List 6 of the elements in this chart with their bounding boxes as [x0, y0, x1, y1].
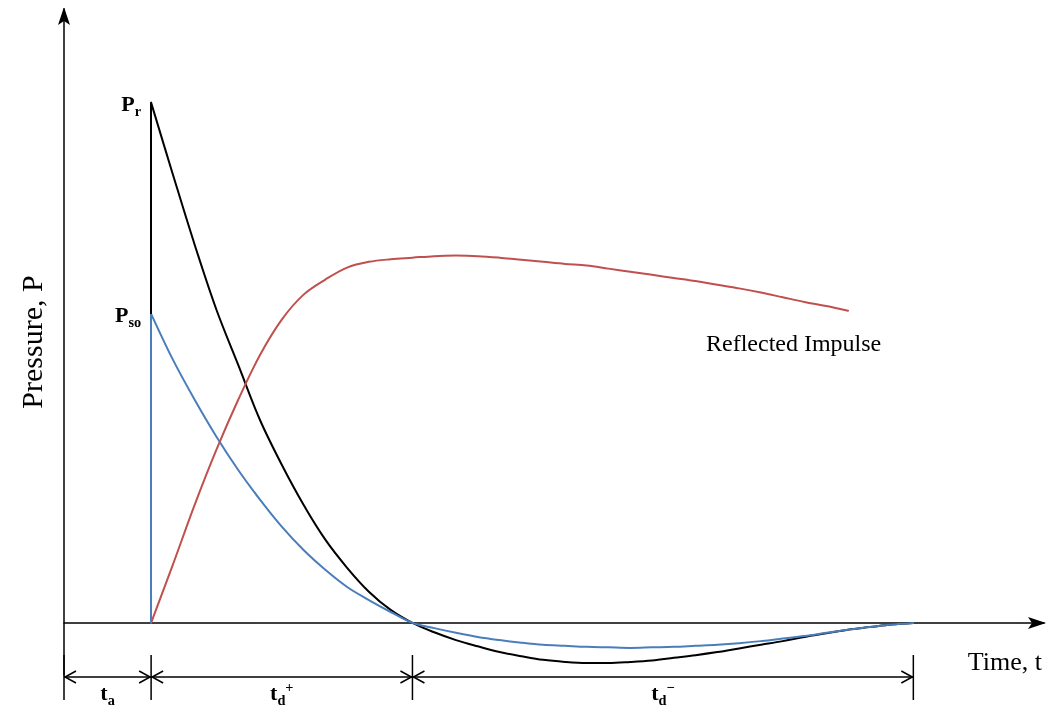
series-label: Reflected Impulse — [706, 329, 882, 356]
annotation: P$_{so}$ — [114, 301, 142, 330]
x-axis-title: Time, t — [967, 647, 1043, 677]
annotation: P$_{r}$ — [121, 90, 142, 119]
text: t$_{a}$ — [100, 680, 115, 709]
y-axis-title: Pressure, P — [14, 275, 48, 409]
